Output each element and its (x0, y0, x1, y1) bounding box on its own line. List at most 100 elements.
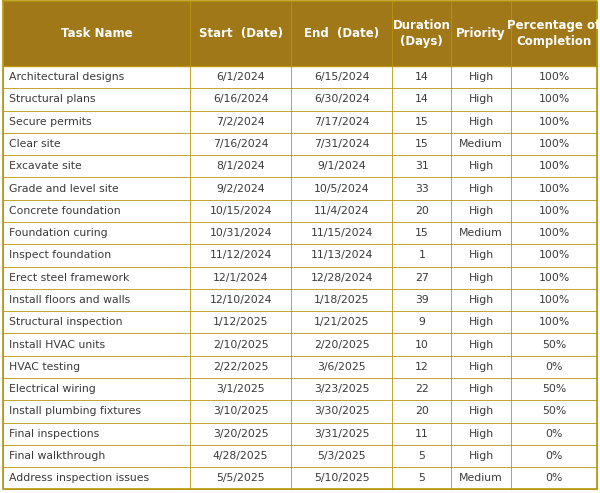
Text: 20: 20 (415, 406, 429, 417)
Text: 50%: 50% (542, 340, 566, 350)
Text: Grade and level site: Grade and level site (9, 183, 119, 194)
Text: 6/16/2024: 6/16/2024 (213, 95, 268, 105)
Text: 100%: 100% (538, 95, 569, 105)
Text: High: High (469, 295, 494, 305)
Text: Erect steel framework: Erect steel framework (9, 273, 130, 283)
Polygon shape (3, 66, 597, 88)
Text: 100%: 100% (538, 273, 569, 283)
Text: Duration
(Days): Duration (Days) (393, 19, 451, 48)
Text: 10/31/2024: 10/31/2024 (209, 228, 272, 238)
Text: 12/28/2024: 12/28/2024 (310, 273, 373, 283)
Text: 3/1/2025: 3/1/2025 (216, 384, 265, 394)
Text: Priority: Priority (457, 27, 506, 40)
Text: High: High (469, 406, 494, 417)
Text: 3/20/2025: 3/20/2025 (213, 429, 268, 439)
Text: 5/3/2025: 5/3/2025 (317, 451, 366, 461)
Polygon shape (3, 245, 597, 267)
Text: 39: 39 (415, 295, 428, 305)
Text: 11/15/2024: 11/15/2024 (310, 228, 373, 238)
Text: 100%: 100% (538, 228, 569, 238)
Text: 12: 12 (415, 362, 428, 372)
Text: 7/16/2024: 7/16/2024 (213, 139, 268, 149)
Polygon shape (3, 378, 597, 400)
Text: Inspect foundation: Inspect foundation (9, 250, 111, 260)
Text: 10/15/2024: 10/15/2024 (209, 206, 272, 216)
Text: 10: 10 (415, 340, 429, 350)
Text: 22: 22 (415, 384, 428, 394)
Text: 3/23/2025: 3/23/2025 (314, 384, 370, 394)
Text: 0%: 0% (545, 429, 563, 439)
Text: 100%: 100% (538, 161, 569, 172)
Polygon shape (3, 311, 597, 333)
Text: 11/13/2024: 11/13/2024 (310, 250, 373, 260)
Polygon shape (3, 267, 597, 289)
Text: 33: 33 (415, 183, 428, 194)
Text: High: High (469, 362, 494, 372)
Text: 7/31/2024: 7/31/2024 (314, 139, 370, 149)
Polygon shape (511, 1, 597, 66)
Text: High: High (469, 117, 494, 127)
Text: 5/10/2025: 5/10/2025 (314, 473, 370, 483)
Polygon shape (3, 1, 190, 66)
Text: HVAC testing: HVAC testing (9, 362, 80, 372)
Text: Clear site: Clear site (9, 139, 61, 149)
Text: Install floors and walls: Install floors and walls (9, 295, 130, 305)
Text: 100%: 100% (538, 250, 569, 260)
Text: Final inspections: Final inspections (9, 429, 99, 439)
Text: Structural plans: Structural plans (9, 95, 95, 105)
Text: 50%: 50% (542, 384, 566, 394)
Text: High: High (469, 273, 494, 283)
Text: 100%: 100% (538, 295, 569, 305)
Text: High: High (469, 183, 494, 194)
Text: 12/10/2024: 12/10/2024 (209, 295, 272, 305)
Text: Address inspection issues: Address inspection issues (9, 473, 149, 483)
Text: 1: 1 (418, 250, 425, 260)
Polygon shape (3, 333, 597, 356)
Polygon shape (3, 110, 597, 133)
Text: 6/15/2024: 6/15/2024 (314, 72, 370, 82)
Text: Install plumbing fixtures: Install plumbing fixtures (9, 406, 141, 417)
Text: 6/30/2024: 6/30/2024 (314, 95, 370, 105)
Polygon shape (451, 1, 511, 66)
Polygon shape (3, 356, 597, 378)
Text: Secure permits: Secure permits (9, 117, 92, 127)
Text: 1/12/2025: 1/12/2025 (213, 317, 268, 327)
Text: 9/2/2024: 9/2/2024 (216, 183, 265, 194)
Text: High: High (469, 451, 494, 461)
Text: Excavate site: Excavate site (9, 161, 82, 172)
Text: High: High (469, 95, 494, 105)
Text: 11/12/2024: 11/12/2024 (209, 250, 272, 260)
Polygon shape (3, 155, 597, 177)
Polygon shape (3, 222, 597, 245)
Text: 100%: 100% (538, 317, 569, 327)
Polygon shape (3, 88, 597, 110)
Polygon shape (190, 1, 291, 66)
Text: Final walkthrough: Final walkthrough (9, 451, 105, 461)
Text: 31: 31 (415, 161, 428, 172)
Text: 3/10/2025: 3/10/2025 (213, 406, 268, 417)
Text: High: High (469, 384, 494, 394)
Text: Task Name: Task Name (61, 27, 133, 40)
Text: 100%: 100% (538, 72, 569, 82)
Polygon shape (392, 1, 451, 66)
Text: Architectural designs: Architectural designs (9, 72, 124, 82)
Text: 0%: 0% (545, 362, 563, 372)
Text: 2/10/2025: 2/10/2025 (213, 340, 268, 350)
Text: 5: 5 (418, 451, 425, 461)
Text: Structural inspection: Structural inspection (9, 317, 122, 327)
Text: 7/2/2024: 7/2/2024 (216, 117, 265, 127)
Text: 12/1/2024: 12/1/2024 (213, 273, 268, 283)
Text: End  (Date): End (Date) (304, 27, 379, 40)
Text: 7/17/2024: 7/17/2024 (314, 117, 370, 127)
Text: 2/20/2025: 2/20/2025 (314, 340, 370, 350)
Text: 11/4/2024: 11/4/2024 (314, 206, 370, 216)
Text: 0%: 0% (545, 451, 563, 461)
Text: 6/1/2024: 6/1/2024 (216, 72, 265, 82)
Text: Medium: Medium (459, 473, 503, 483)
Polygon shape (291, 1, 392, 66)
Text: 15: 15 (415, 117, 428, 127)
Polygon shape (3, 423, 597, 445)
Text: Start  (Date): Start (Date) (199, 27, 283, 40)
Polygon shape (3, 133, 597, 155)
Polygon shape (3, 445, 597, 467)
